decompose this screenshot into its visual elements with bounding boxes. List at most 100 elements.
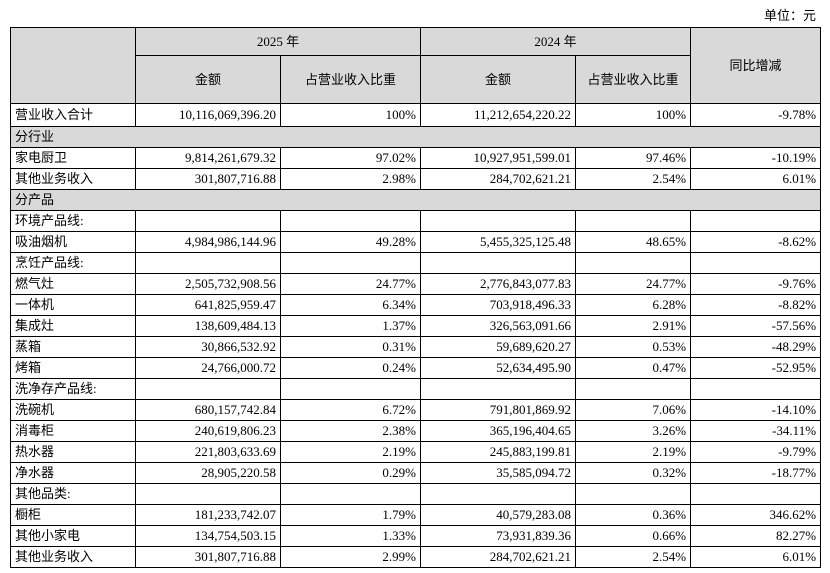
cell	[279, 483, 422, 505]
row-label: 家电厨卫	[10, 147, 136, 169]
row-label: 消毒柜	[10, 420, 136, 442]
cell: 0.53%	[575, 336, 692, 358]
cell: 0.47%	[575, 357, 692, 379]
row-label: 吸油烟机	[10, 231, 136, 253]
cell: 2.54%	[575, 168, 692, 190]
cell	[575, 210, 692, 232]
cell: 59,689,620.27	[420, 336, 577, 358]
cell: 5,455,325,125.48	[420, 231, 577, 253]
column-header: 金额	[135, 55, 281, 104]
cell: -18.77%	[690, 462, 822, 484]
cell: 2.19%	[575, 441, 692, 463]
column-header: 同比增减	[690, 27, 822, 104]
table-row: 洗净存产品线:	[10, 378, 822, 400]
revenue-table: 2025 年 2024 年 同比增减 金额 占营业收入比重 金额 占营业收入比重…	[9, 27, 822, 568]
cell: 2.98%	[279, 168, 422, 190]
cell: -52.95%	[690, 357, 822, 379]
table-row: 其他业务收入 301,807,716.88 2.98% 284,702,621.21 2…	[10, 168, 822, 190]
cell	[279, 378, 422, 400]
table-row: 蒸箱 30,866,532.92 0.31% 59,689,620.27 0.53% -4…	[10, 336, 822, 358]
cell: 181,233,742.07	[135, 504, 281, 526]
cell: 82.27%	[690, 525, 822, 547]
cell: 11,212,654,220.22	[420, 103, 577, 127]
cell: 0.32%	[575, 462, 692, 484]
table-row: 橱柜 181,233,742.07 1.79% 40,579,283.08 0.36% 3…	[10, 504, 822, 526]
cell: 4,984,986,144.96	[135, 231, 281, 253]
cell	[135, 252, 281, 274]
cell	[135, 378, 281, 400]
cell: 326,563,091.66	[420, 315, 577, 337]
cell: 3.26%	[575, 420, 692, 442]
row-label: 营业收入合计	[10, 103, 136, 127]
row-label: 其他业务收入	[10, 168, 136, 190]
cell: 100%	[279, 103, 422, 127]
cell	[690, 252, 822, 274]
row-label: 橱柜	[10, 504, 136, 526]
cell	[420, 252, 577, 274]
cell: 73,931,839.36	[420, 525, 577, 547]
year-header: 2025 年	[134, 27, 422, 56]
cell: 365,196,404.65	[420, 420, 577, 442]
cell: 2.38%	[279, 420, 422, 442]
cell: 6.72%	[279, 399, 422, 421]
row-label: 一体机	[10, 294, 136, 316]
cell: 9,814,261,679.32	[135, 147, 281, 169]
row-label: 净水器	[10, 462, 136, 484]
cell: 0.24%	[279, 357, 422, 379]
cell: 245,883,199.81	[420, 441, 577, 463]
cell: 680,157,742.84	[135, 399, 281, 421]
row-label: 其他品类:	[10, 483, 136, 505]
cell: 0.66%	[575, 525, 692, 547]
row-label: 烤箱	[10, 357, 136, 379]
cell: 0.31%	[279, 336, 422, 358]
cell	[420, 378, 577, 400]
cell: 30,866,532.92	[135, 336, 281, 358]
row-label: 洗净存产品线:	[10, 378, 136, 400]
cell	[690, 483, 822, 505]
cell: -57.56%	[690, 315, 822, 337]
cell: 791,801,869.92	[420, 399, 577, 421]
table-row: 热水器 221,803,633.69 2.19% 245,883,199.81 2.19…	[10, 441, 822, 463]
cell: 2.99%	[279, 546, 422, 568]
cell: 97.02%	[279, 147, 422, 169]
section-row: 分行业	[9, 126, 822, 148]
cell: 346.62%	[690, 504, 822, 526]
cell	[420, 483, 577, 505]
cell: 301,807,716.88	[135, 546, 281, 568]
table-row: 集成灶 138,609,484.13 1.37% 326,563,091.66 2.91…	[10, 315, 822, 337]
cell: 10,116,069,396.20	[135, 103, 281, 127]
cell: -9.78%	[690, 103, 822, 127]
cell: 100%	[575, 103, 692, 127]
cell: 284,702,621.21	[420, 168, 577, 190]
row-label: 集成灶	[10, 315, 136, 337]
table-row: 一体机 641,825,959.47 6.34% 703,918,496.33 6.28…	[10, 294, 822, 316]
cell: 134,754,503.15	[135, 525, 281, 547]
row-label: 燃气灶	[10, 273, 136, 295]
cell	[690, 210, 822, 232]
unit-label: 单位：元	[763, 8, 816, 23]
table-row: 其他小家电 134,754,503.15 1.33% 73,931,839.36 0.6…	[10, 525, 822, 547]
table-row: 消毒柜 240,619,806.23 2.38% 365,196,404.65 3.26…	[10, 420, 822, 442]
cell	[135, 210, 281, 232]
cell: 52,634,495.90	[420, 357, 577, 379]
cell: 0.29%	[279, 462, 422, 484]
table-row: 吸油烟机 4,984,986,144.96 49.28% 5,455,325,125.…	[10, 231, 822, 253]
cell: 2,505,732,908.56	[135, 273, 281, 295]
cell	[420, 210, 577, 232]
cell: 240,619,806.23	[135, 420, 281, 442]
row-label: 环境产品线:	[10, 210, 136, 232]
cell: 2.19%	[279, 441, 422, 463]
cell: 1.79%	[279, 504, 422, 526]
cell: -8.82%	[690, 294, 822, 316]
row-label: 热水器	[10, 441, 136, 463]
cell: 48.65%	[575, 231, 692, 253]
cell: 284,702,621.21	[420, 546, 577, 568]
row-label: 其他业务收入	[10, 546, 136, 568]
column-header: 占营业收入比重	[575, 55, 692, 104]
cell: 28,905,220.58	[135, 462, 281, 484]
table-row: 烤箱 24,766,000.72 0.24% 52,634,495.90 0.47% -5…	[10, 357, 822, 379]
cell	[575, 483, 692, 505]
table-row: 洗碗机 680,157,742.84 6.72% 791,801,869.92 7.06…	[10, 399, 822, 421]
section-label: 分产品	[9, 189, 822, 211]
cell: 24.77%	[279, 273, 422, 295]
